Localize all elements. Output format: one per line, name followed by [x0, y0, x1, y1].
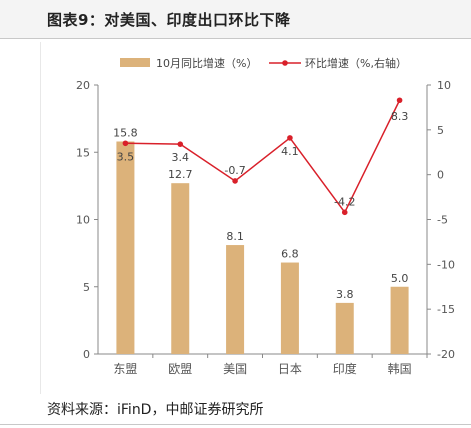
chart-area: 2024-052024-1005101520-20-15-10-50510东盟1…: [40, 38, 471, 394]
chart-svg: 2024-052024-1005101520-20-15-10-50510东盟1…: [40, 42, 455, 394]
category-label: 东盟: [113, 362, 137, 376]
category-label: 印度: [333, 361, 357, 376]
bar-value-label: 3.8: [336, 288, 354, 301]
bar: [116, 141, 135, 354]
left-tick-label: 0: [83, 348, 90, 361]
category-label: 韩国: [388, 361, 412, 376]
line-point: [341, 209, 348, 216]
right-tick-label: -5: [437, 214, 448, 227]
line-point: [396, 97, 403, 104]
legend-line-marker: [282, 60, 288, 66]
bar-value-label: 8.1: [226, 230, 244, 243]
right-tick-label: 0: [437, 169, 444, 182]
bar: [390, 286, 409, 354]
category-label: 欧盟: [168, 362, 192, 376]
bottom-divider: [0, 424, 471, 425]
line-point: [177, 141, 184, 147]
line-value-label: 3.5: [117, 150, 134, 163]
bar: [171, 183, 190, 354]
line-point: [287, 135, 293, 141]
title-band: 图表9：对美国、印度出口环比下降: [0, 0, 471, 39]
line-value-label: 4.1: [281, 145, 299, 158]
line-point: [232, 178, 238, 184]
legend-bar-swatch: [120, 58, 150, 67]
bar-value-label: 6.8: [281, 248, 299, 261]
left-tick-label: 20: [76, 79, 90, 92]
bar: [226, 245, 245, 354]
source-note: 资料来源：iFinD，中邮证券研究所: [47, 402, 264, 418]
right-tick-label: 5: [437, 124, 444, 137]
right-tick-label: -15: [437, 303, 455, 316]
line-value-label: 8.3: [391, 110, 409, 123]
line-series: [125, 99, 401, 214]
right-tick-label: -20: [437, 348, 455, 361]
bar: [280, 262, 299, 354]
right-tick-label: -10: [437, 258, 455, 271]
bar-value-label: 12.7: [168, 168, 193, 181]
left-tick-label: 15: [76, 146, 90, 159]
legend-bar-label: 10月同比增速（%）: [156, 56, 257, 70]
legend-line-label: 环比增速（%,右轴）: [305, 56, 407, 70]
right-tick-label: 10: [437, 79, 451, 92]
line-value-label: -4.2: [334, 195, 355, 208]
line-point: [122, 140, 129, 147]
bar: [335, 302, 354, 354]
category-label: 日本: [278, 362, 302, 376]
left-tick-label: 5: [83, 281, 90, 294]
line-value-label: 3.4: [172, 151, 190, 164]
bar-value-label: 5.0: [391, 272, 409, 285]
chart-title: 图表9：对美国、印度出口环比下降: [47, 11, 291, 29]
category-label: 美国: [223, 362, 247, 376]
line-value-label: -0.7: [224, 164, 245, 177]
left-tick-label: 10: [76, 214, 90, 227]
bar-value-label: 15.8: [113, 126, 137, 139]
